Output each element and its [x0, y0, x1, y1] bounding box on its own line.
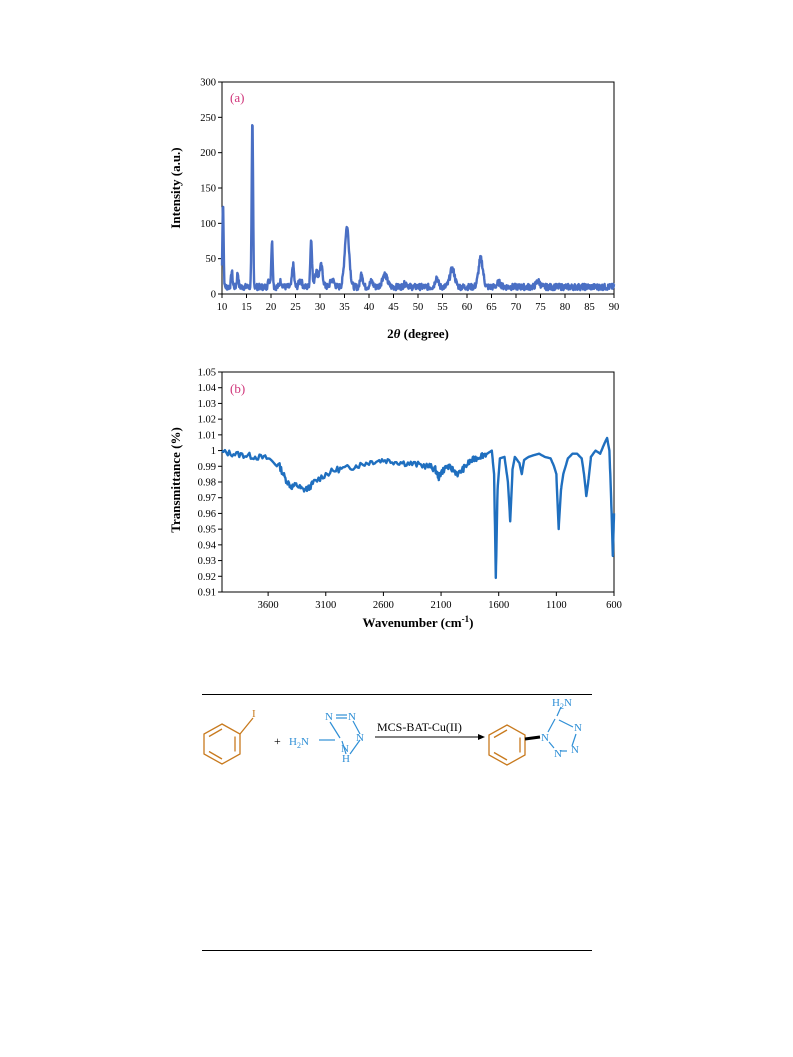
reaction-arrowhead [478, 734, 485, 740]
xrd-x-tick-label: 70 [511, 302, 522, 313]
amine-label: H2N [289, 736, 309, 750]
ftir-panel-label: (b) [230, 381, 245, 396]
ftir-y-tick-label: 0.99 [198, 462, 216, 473]
aminotetrazole [319, 714, 361, 755]
xrd-y-tick-label: 200 [200, 148, 216, 159]
product-cn-bond [524, 735, 541, 741]
scheme-bottom-rule [202, 950, 592, 951]
xrd-series-line [220, 124, 616, 292]
product-n2: N [574, 722, 582, 734]
xrd-y-tick-label: 300 [200, 78, 216, 89]
ftir-x-tick-label: 1600 [488, 600, 509, 611]
iodobenzene [203, 717, 254, 765]
xrd-x-tick-label: 35 [339, 302, 350, 313]
ftir-x-tick-label: 3600 [258, 600, 279, 611]
product-n1: N [541, 732, 549, 744]
reaction-scheme: I + N N N N H H2N MCS-BAT-Cu(II) N N N N… [203, 697, 582, 766]
xrd-plot-frame [221, 81, 615, 295]
xrd-x-tick-label: 30 [315, 302, 326, 313]
xrd-x-tick-label: 75 [535, 302, 546, 313]
tetrazole-n4: N [341, 743, 349, 755]
xrd-y-ticks: 0 50 100 150 200 250 300 [200, 78, 222, 301]
ftir-y-tick-label: 0.91 [198, 588, 216, 599]
ftir-y-tick-label: 0.93 [198, 556, 216, 567]
xrd-y-tick-label: 150 [200, 184, 216, 195]
ftir-x-tick-label: 3100 [315, 600, 336, 611]
xrd-x-tick-label: 80 [560, 302, 571, 313]
scheme-top-rule [202, 694, 592, 695]
xrd-y-tick-label: 50 [206, 254, 217, 265]
xrd-x-axis-label: 2θ (degree) [387, 326, 449, 341]
tetrazole-n1: N [325, 711, 333, 723]
xrd-y-tick-label: 100 [200, 219, 216, 230]
ftir-y-tick-label: 1.05 [198, 368, 216, 379]
xrd-x-tick-label: 55 [437, 302, 448, 313]
xrd-y-tick-label: 250 [200, 113, 216, 124]
xrd-x-tick-label: 60 [462, 302, 473, 313]
ftir-y-ticks: 0.91 0.92 0.93 0.94 0.95 0.96 0.97 0.98 0.99 1 1.0… [198, 368, 222, 599]
product-amine-label: H2N [552, 697, 572, 711]
ftir-y-tick-label: 1.04 [198, 383, 217, 394]
iodine-label: I [252, 708, 256, 720]
xrd-x-tick-label: 40 [364, 302, 375, 313]
ftir-y-tick-label: 0.95 [198, 525, 216, 536]
product-n3: N [571, 744, 579, 756]
xrd-x-tick-label: 25 [290, 302, 301, 313]
ftir-plot-frame [221, 371, 615, 593]
xrd-panel-label: (a) [230, 90, 244, 105]
tetrazole-nh-h: H [342, 753, 350, 765]
ftir-x-tick-label: 2600 [373, 600, 394, 611]
xrd-y-tick-label: 0 [211, 290, 216, 301]
ftir-chart: 0.91 0.92 0.93 0.94 0.95 0.96 0.97 0.98 0.99 1 1.0… [168, 368, 622, 631]
ftir-x-axis-label: Wavenumber (cm-1) [363, 614, 474, 630]
ftir-series-line [221, 436, 616, 580]
tetrazole-n2: N [348, 711, 356, 723]
ftir-x-ticks: 3600 3100 2600 2100 1600 1100 600 [258, 592, 622, 611]
xrd-x-tick-label: 90 [609, 302, 620, 313]
ftir-y-axis-label: Transmittance (%) [168, 427, 183, 533]
ftir-x-tick-label: 600 [606, 600, 622, 611]
xrd-x-tick-label: 65 [486, 302, 497, 313]
xrd-chart: 0 50 100 150 200 250 300 10 15 20 25 30 35 40 45 50 55 6… [168, 78, 620, 342]
product-n4: N [554, 748, 562, 760]
ftir-y-tick-label: 0.98 [198, 478, 216, 489]
ftir-y-tick-label: 1 [211, 446, 216, 457]
ftir-y-tick-label: 1.03 [198, 399, 216, 410]
plus-sign: + [274, 734, 281, 748]
ftir-y-tick-label: 0.94 [198, 540, 217, 551]
ftir-x-tick-label: 2100 [431, 600, 452, 611]
xrd-x-tick-label: 20 [266, 302, 277, 313]
xrd-x-tick-label: 10 [217, 302, 228, 313]
ftir-y-tick-label: 1.01 [198, 430, 216, 441]
reagent-label: MCS-BAT-Cu(II) [377, 720, 462, 734]
ftir-y-tick-label: 0.97 [198, 493, 216, 504]
xrd-x-tick-label: 50 [413, 302, 424, 313]
xrd-x-tick-label: 45 [388, 302, 399, 313]
xrd-x-tick-label: 85 [584, 302, 595, 313]
xrd-x-tick-label: 15 [241, 302, 252, 313]
product-phenyl [488, 724, 526, 766]
xrd-x-ticks: 10 15 20 25 30 35 40 45 50 55 60 65 70 75 80 85 90 [217, 294, 620, 313]
ftir-y-tick-label: 1.02 [198, 415, 216, 426]
tetrazole-n3: N [356, 732, 364, 744]
ftir-y-tick-label: 0.92 [198, 572, 216, 583]
ftir-x-tick-label: 1100 [546, 600, 567, 611]
ftir-y-tick-label: 0.96 [198, 509, 216, 520]
product-tetrazole [547, 706, 577, 752]
xrd-y-axis-label: Intensity (a.u.) [168, 147, 183, 228]
